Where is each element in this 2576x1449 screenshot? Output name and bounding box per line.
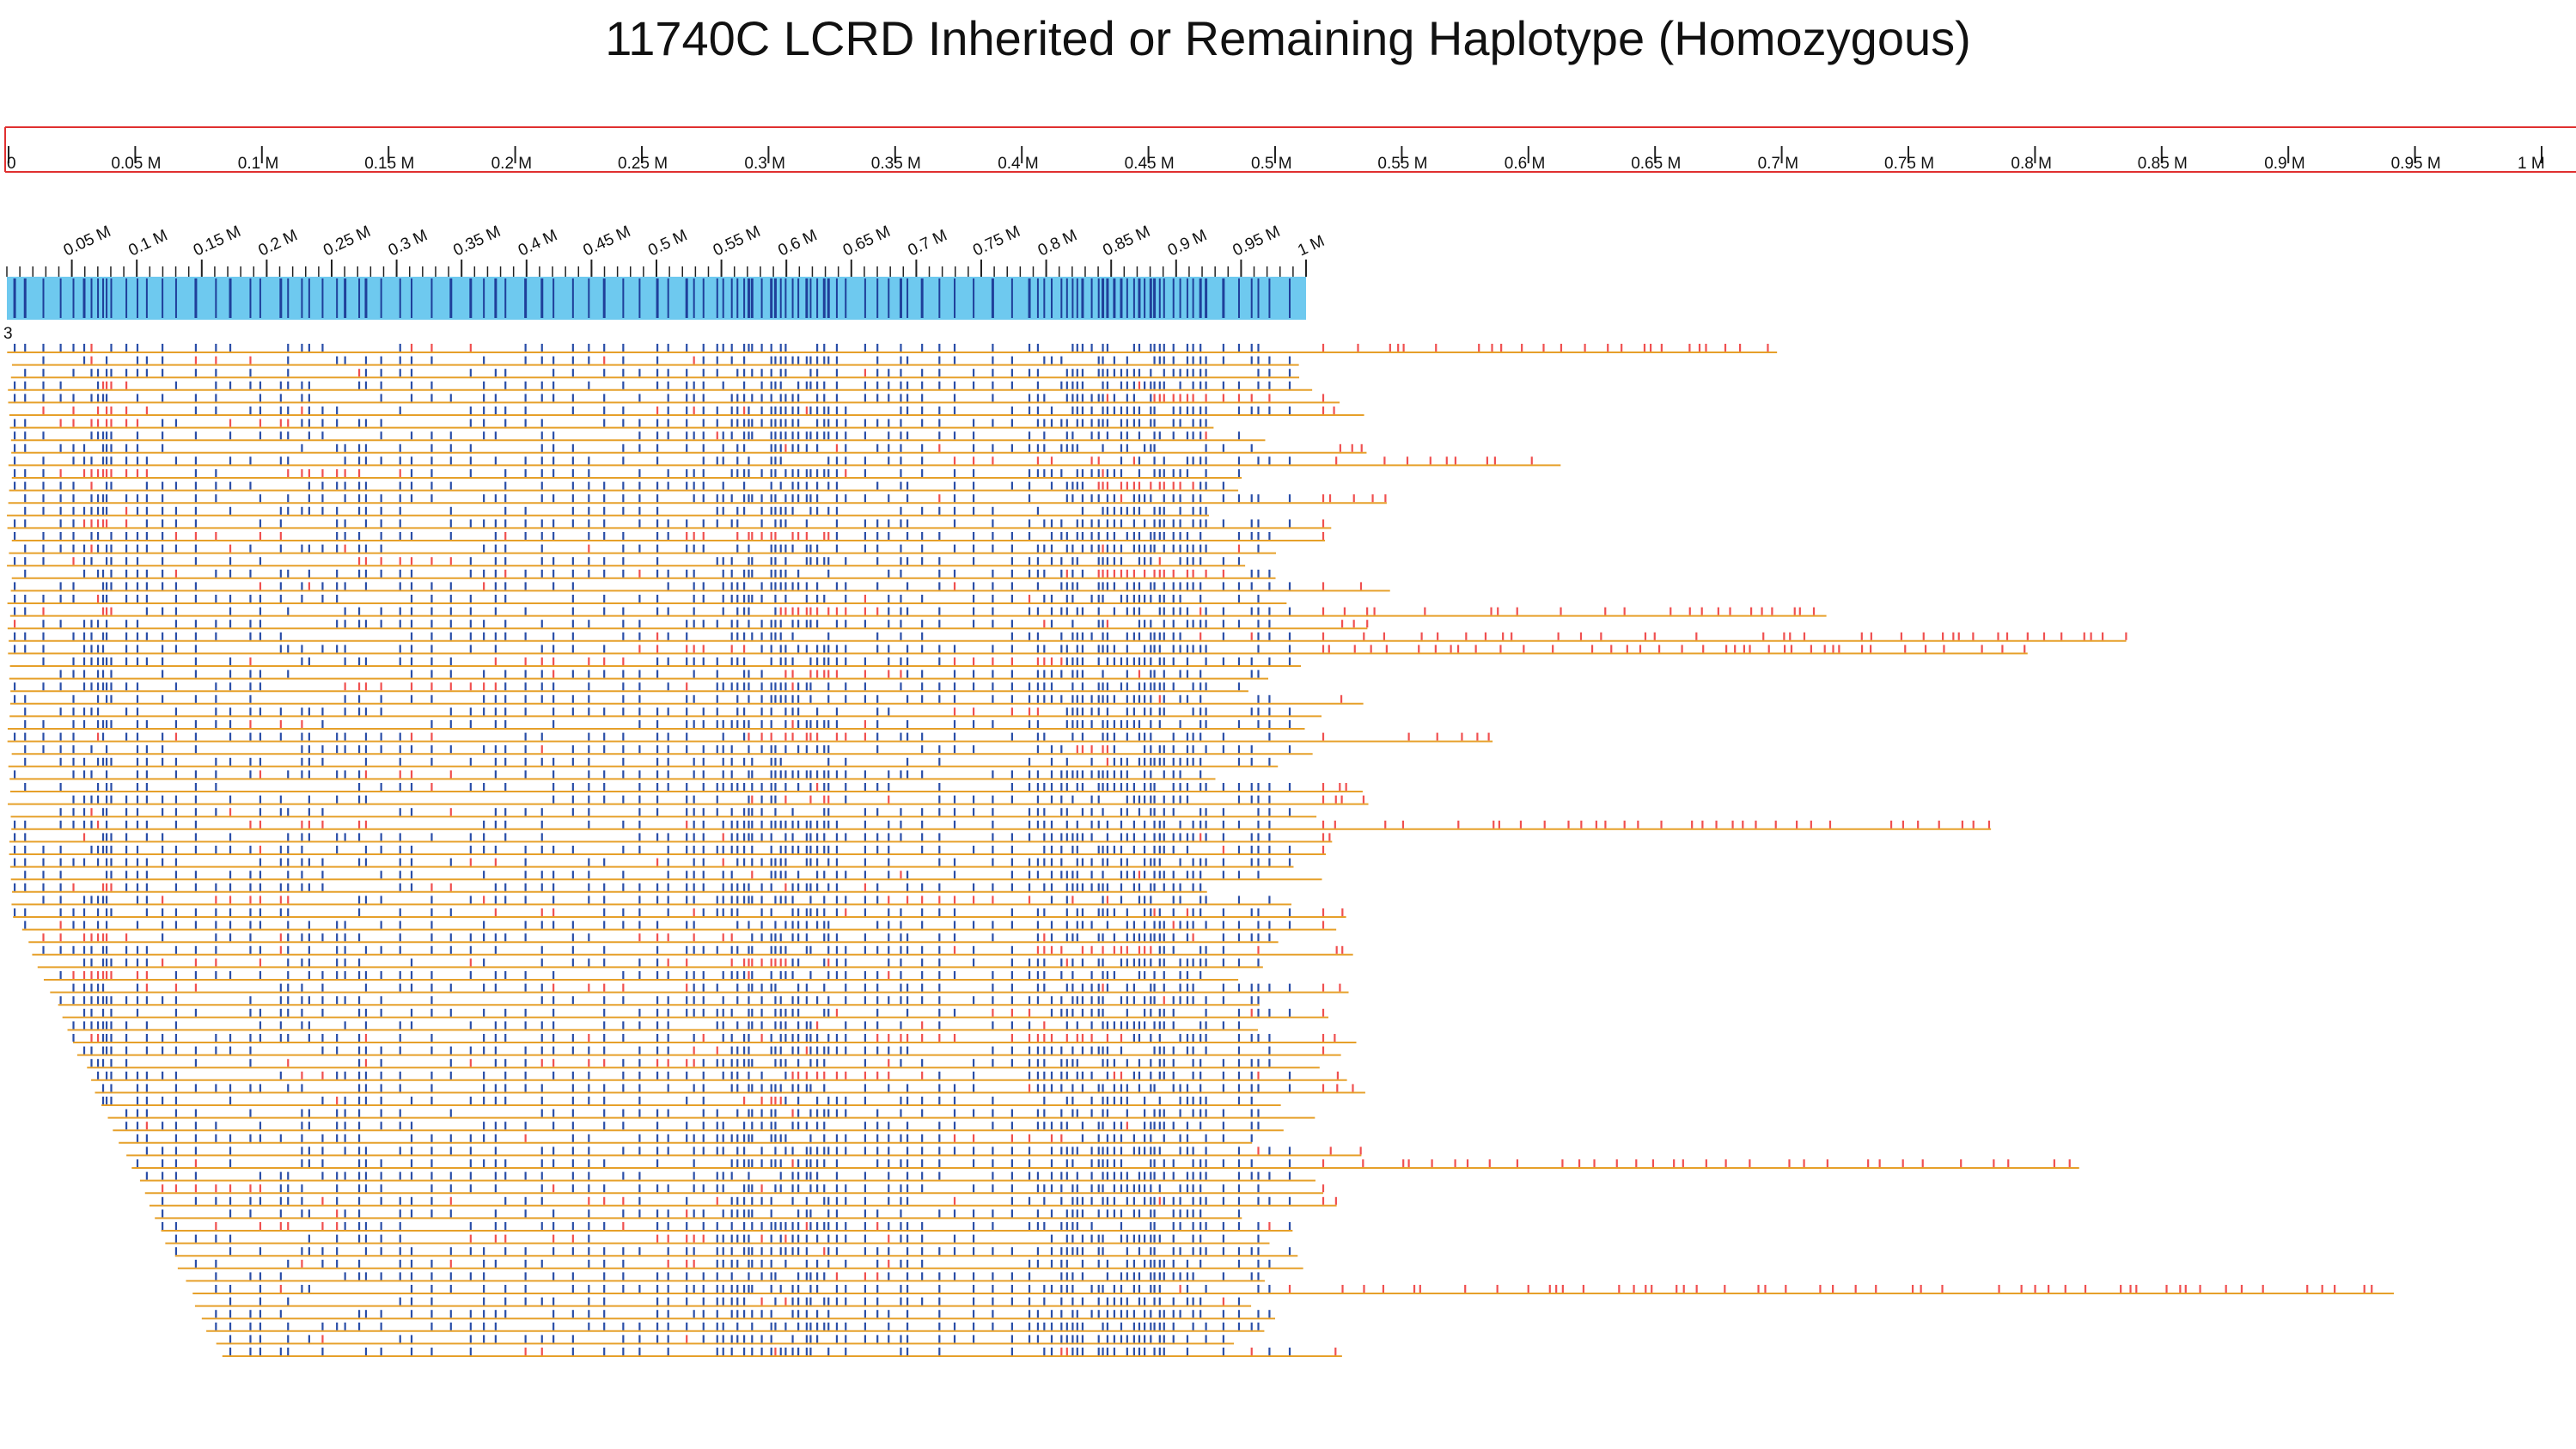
ruler-tick-label: 0.2 M [491, 155, 533, 173]
ruler-tick-label: 0 [7, 155, 16, 173]
ruler-tick-label: 0.3 M [744, 155, 785, 173]
reference-tick-label: 0.2 M [256, 226, 301, 260]
reference-tick-label: 0.8 M [1035, 226, 1080, 260]
reference-tick-label: 0.9 M [1165, 226, 1210, 260]
ruler-tick-label: 0.5 M [1251, 155, 1292, 173]
ruler-tick-label: 0.35 M [871, 155, 921, 173]
ruler-tick-label: 0.95 M [2391, 155, 2441, 173]
ruler-tick-label: 0.15 M [364, 155, 414, 173]
ruler-tick-label: 0.25 M [618, 155, 668, 173]
reference-tick-label: 0.35 M [450, 223, 504, 260]
reference-tick-label: 0.15 M [191, 223, 244, 260]
ruler-tick-label: 0.4 M [998, 155, 1039, 173]
reference-tick-label: 0.1 M [125, 226, 170, 260]
ruler-tick-label: 0.8 M [2011, 155, 2052, 173]
ruler-tick-label: 0.7 M [1758, 155, 1799, 173]
ruler-tick-label: 1 M [2518, 155, 2545, 173]
reference-track: 0.05 M 0.1 M 0.15 M 0.2 M 0.25 M 0.3 M 0.35 M 0… [6, 223, 1328, 320]
reference-tick-label: 0.45 M [581, 223, 634, 260]
reference-tick-label: 0.5 M [645, 226, 690, 260]
reference-tick-label: 1 M [1295, 232, 1328, 260]
ruler-tick-label: 0.1 M [238, 155, 279, 173]
pileup-track-label: 3 [3, 325, 13, 343]
reference-tick-label: 0.7 M [906, 226, 950, 260]
reference-tick-label: 0.55 M [711, 223, 764, 260]
top-ruler: 0 0.05 M 0.1 M 0.15 M 0.2 M 0.25 M 0.3 M 0.35 M… [4, 126, 2576, 173]
chart-title: 11740C LCRD Inherited or Remaining Haplo… [605, 11, 1971, 65]
reference-tick-label: 0.3 M [386, 226, 430, 260]
reference-tick-label: 0.25 M [320, 223, 374, 260]
ruler-tick-label: 0.55 M [1377, 155, 1427, 173]
ruler-tick-label: 0.45 M [1125, 155, 1175, 173]
reference-tick-label: 0.75 M [970, 223, 1023, 260]
ruler-tick-label: 0.9 M [2264, 155, 2305, 173]
ruler-tick-label: 0.05 M [111, 155, 161, 173]
reference-tick-label: 0.4 M [516, 226, 560, 260]
reference-tick-label: 0.65 M [840, 223, 894, 260]
ruler-tick-label: 0.85 M [2138, 155, 2188, 173]
ruler-tick-label: 0.75 M [1884, 155, 1934, 173]
reference-tick-label: 0.95 M [1230, 223, 1284, 260]
reference-tick-label: 0.6 M [775, 226, 820, 260]
read-pileup: 3 [3, 325, 2394, 1357]
reference-tick-label: 0.05 M [61, 223, 114, 260]
ruler-tick-label: 0.6 M [1505, 155, 1546, 173]
reference-tick-label: 0.85 M [1100, 223, 1153, 260]
ruler-tick-label: 0.65 M [1631, 155, 1681, 173]
